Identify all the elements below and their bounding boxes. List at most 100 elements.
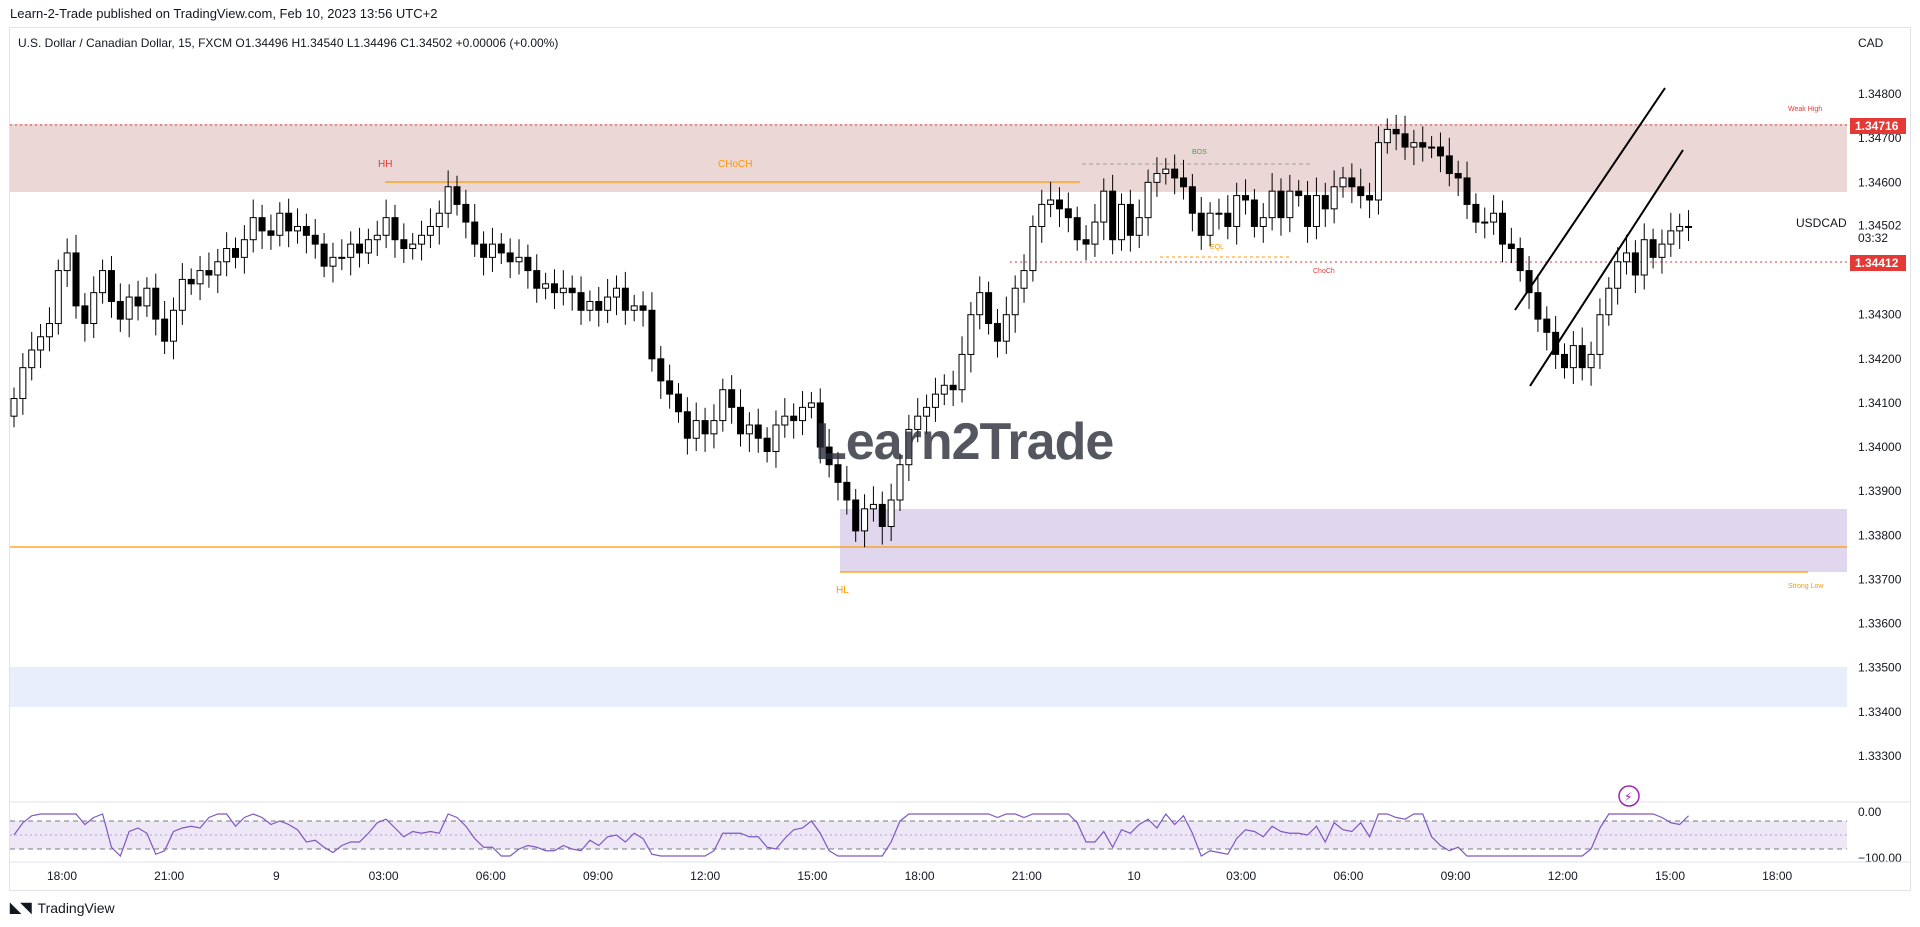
candle-body: [99, 270, 107, 294]
candle-body: [1250, 199, 1258, 227]
candle-body: [1667, 230, 1675, 245]
candle-body: [1428, 146, 1436, 149]
time-tick: 06:00: [476, 869, 506, 883]
candle-body: [435, 212, 443, 227]
time-tick: 18:00: [47, 869, 77, 883]
candle-body: [648, 309, 656, 360]
candle-body: [1552, 331, 1560, 355]
candle-body: [515, 256, 523, 263]
choch-label: CHoCH: [718, 159, 752, 170]
time-tick: 15:00: [1655, 869, 1685, 883]
price-tick: 1.33300: [1858, 749, 1902, 763]
candle-body: [1259, 217, 1267, 227]
candle-body: [1224, 212, 1232, 227]
candle-body: [816, 402, 824, 448]
candle-body: [807, 402, 815, 408]
candle-body: [604, 296, 612, 311]
symbol-label: USDCAD: [1796, 216, 1847, 230]
candle-body: [745, 424, 753, 435]
eql-label: EQL: [1210, 244, 1224, 251]
candle-body: [28, 349, 36, 369]
rsi-tick-0: 0.00: [1858, 805, 1882, 819]
tradingview-logo[interactable]: ◣◥ TradingView: [10, 899, 115, 916]
weak-high-price: 1.34716: [1855, 119, 1899, 133]
candles-group: [10, 114, 1693, 548]
currency-label: CAD: [1858, 36, 1884, 50]
candle-body: [701, 420, 709, 435]
candle-body: [976, 292, 984, 316]
candle-body: [1029, 225, 1037, 272]
strong-low-label: Strong Low: [1788, 583, 1824, 590]
candle-body: [1312, 195, 1320, 227]
candle-body: [240, 239, 248, 258]
alert-icon[interactable]: [1618, 785, 1640, 807]
candle-body: [249, 217, 257, 241]
candle-body: [621, 287, 629, 311]
candle-body: [967, 314, 975, 355]
candle-body: [1596, 314, 1604, 355]
candle-body: [1649, 239, 1657, 258]
candle-body: [302, 225, 310, 236]
candle-body: [595, 300, 603, 311]
candle-body: [426, 225, 434, 236]
candle-body: [1614, 261, 1622, 289]
candle-body: [1091, 221, 1099, 245]
candle-body: [1286, 190, 1294, 219]
candle-body: [37, 336, 45, 351]
candle-body: [382, 217, 390, 236]
candle-body: [675, 393, 682, 413]
chart-frame[interactable]: [9, 27, 1911, 891]
candle-body: [1002, 314, 1010, 342]
time-tick: 03:00: [1226, 869, 1256, 883]
candle-body: [692, 420, 700, 439]
price-tick: 1.34700: [1858, 131, 1902, 145]
price-tick: 1.33400: [1858, 705, 1902, 719]
candle-body: [294, 225, 302, 232]
countdown-label: 03:32: [1858, 231, 1888, 245]
candle-body: [825, 446, 833, 466]
tradingview-icon: ◣◥: [10, 899, 32, 915]
candle-body: [409, 243, 417, 250]
candle-body: [178, 278, 186, 311]
time-axis[interactable]: 18:00 21:00 9 03:00 06:00 09:00 12:00 15:00 18:0…: [47, 869, 1793, 883]
candle-body: [940, 384, 948, 395]
candle-body: [10, 398, 18, 417]
candle-body: [533, 270, 541, 289]
candle-body: [1233, 195, 1241, 227]
candle-body: [754, 424, 762, 439]
candle-body: [1206, 212, 1214, 236]
candle-body: [347, 243, 355, 258]
candle-body: [116, 300, 124, 320]
price-tick: 1.34100: [1858, 396, 1902, 410]
candle-body: [400, 239, 408, 250]
candle-body: [905, 428, 913, 466]
candle-body: [107, 270, 115, 302]
time-tick: 9: [273, 869, 280, 883]
candle-body: [1180, 177, 1188, 188]
candle-body: [923, 406, 931, 417]
price-tick: 1.33800: [1858, 528, 1902, 542]
time-tick: 09:00: [583, 869, 613, 883]
candle-body: [497, 243, 505, 254]
tradingview-brand: TradingView: [37, 899, 115, 916]
candle-body: [232, 248, 239, 258]
alert-icon-glyph: ⚡: [1624, 790, 1632, 804]
candle-body: [1623, 252, 1631, 263]
candle-body: [488, 243, 496, 258]
price-axis[interactable]: 1.34800 1.34700 1.34600 1.34502 1.34300 1.342…: [1858, 87, 1902, 763]
candle-body: [737, 406, 745, 435]
candle-body: [1587, 353, 1595, 369]
candle-body: [311, 234, 319, 245]
candle-body: [1304, 195, 1312, 227]
choch-price-tag: [1850, 255, 1906, 271]
rsi-tick-100: −100.00: [1858, 851, 1902, 865]
candle-body: [728, 389, 736, 408]
candle-body: [887, 499, 895, 527]
price-tick: 1.33900: [1858, 484, 1902, 498]
candle-body: [1383, 128, 1391, 144]
candle-body: [790, 415, 798, 422]
candle-body: [639, 305, 647, 311]
time-tick: 03:00: [369, 869, 399, 883]
choch-small-label: ChoCh: [1313, 268, 1335, 275]
